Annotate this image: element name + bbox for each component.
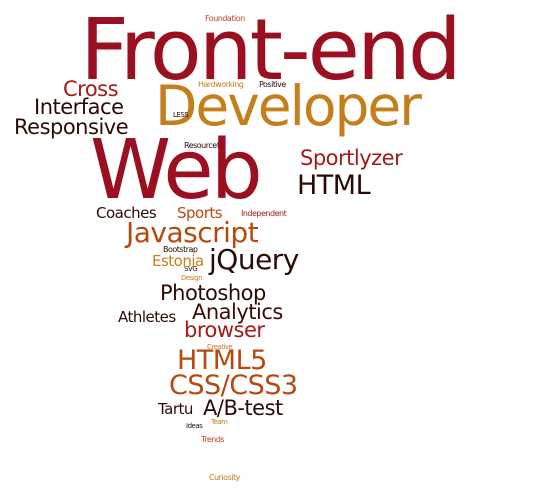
word-sports: Sports — [177, 204, 223, 222]
word-foundation: Foundation — [205, 14, 245, 23]
word-html5: HTML5 — [177, 345, 267, 376]
word-bootstrap: Bootstrap — [163, 245, 198, 254]
word-tartu: Tartu — [158, 400, 193, 418]
word-estonia: Estonia — [152, 252, 204, 270]
word-developer: Developer — [155, 74, 422, 138]
word-responsive: Responsive — [14, 115, 129, 139]
word-ab-test: A/B-test — [203, 396, 283, 420]
word-analytics: Analytics — [192, 300, 283, 324]
word-resourceful: Resourceful — [184, 141, 226, 150]
word-cross: Cross — [63, 77, 119, 101]
word-design: Design — [181, 274, 203, 282]
word-independent: Independent — [241, 209, 287, 218]
word-sportlyzer: Sportlyzer — [300, 146, 403, 170]
word-svg: SVG — [184, 265, 198, 273]
word-css: CSS/CSS3 — [169, 370, 298, 401]
word-html: HTML — [297, 170, 371, 201]
word-less: LESS — [173, 111, 189, 119]
word-interface: Interface — [34, 95, 124, 119]
word-javascript: Javascript — [126, 216, 259, 249]
word-athletes: Athletes — [118, 308, 176, 326]
word-coaches: Coaches — [96, 204, 157, 222]
word-jquery: jQuery — [209, 243, 299, 276]
word-creative: Creative — [207, 343, 233, 351]
word-front-end: Front-end — [80, 1, 462, 100]
word-photoshop: Photoshop — [160, 281, 266, 305]
word-team: Team — [211, 418, 228, 426]
word-browser: browser — [184, 318, 265, 342]
word-ideas: Ideas — [186, 422, 203, 430]
word-trends: Trends — [201, 435, 225, 444]
word-hardworking: Hardworking — [198, 80, 244, 89]
word-positive: Positive — [259, 80, 286, 89]
word-web: Web — [90, 123, 263, 218]
word-curiosity: Curiosity — [209, 473, 240, 482]
